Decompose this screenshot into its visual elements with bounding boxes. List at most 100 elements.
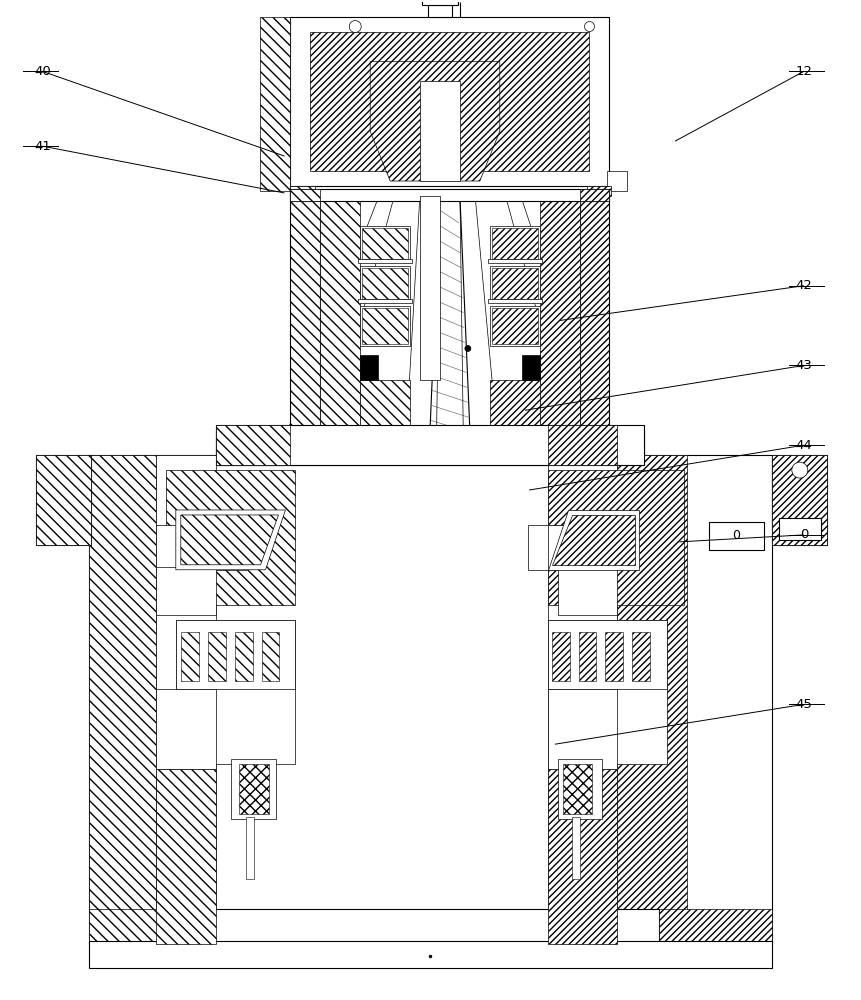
Polygon shape [176,620,295,689]
Polygon shape [548,620,667,689]
Bar [548,525,617,570]
Polygon shape [370,61,499,181]
Polygon shape [579,189,610,201]
Bar [572,817,579,879]
Bar [558,567,617,615]
Bar [772,455,827,545]
Polygon shape [552,515,635,565]
Bar [89,941,772,968]
Polygon shape [290,189,320,201]
Text: 0: 0 [732,529,740,542]
Bar [779,518,821,540]
Polygon shape [492,308,537,344]
Bar [422,0,458,5]
Polygon shape [562,764,592,814]
Bar [36,455,91,545]
Bar [156,525,245,570]
Polygon shape [156,769,216,944]
Text: 40: 40 [34,65,51,78]
Polygon shape [290,191,320,430]
Polygon shape [548,689,617,769]
Bar [488,299,542,303]
Bar [259,17,290,191]
Polygon shape [166,470,295,605]
Text: 41: 41 [34,140,51,153]
Polygon shape [579,191,610,430]
Polygon shape [420,81,460,181]
Bar [548,620,667,764]
Bar [231,759,276,819]
Polygon shape [362,268,408,299]
Polygon shape [290,186,315,196]
Polygon shape [360,380,410,428]
Text: 0: 0 [800,528,808,541]
Polygon shape [548,510,640,570]
Text: 42: 42 [796,279,812,292]
Polygon shape [492,268,537,299]
Bar [235,632,252,681]
Bar [490,226,540,261]
Bar [216,425,644,465]
Bar [245,817,254,879]
Bar [490,266,540,301]
Bar [490,306,540,346]
Bar [428,5,452,17]
Text: 44: 44 [796,439,812,452]
Polygon shape [156,455,216,944]
Polygon shape [490,380,540,428]
Polygon shape [492,228,537,259]
Bar [360,266,410,301]
Bar [262,632,280,681]
Bar [358,299,412,303]
Bar [181,632,199,681]
Circle shape [465,346,471,351]
Bar [632,632,650,681]
Circle shape [792,462,808,478]
Bar [605,632,623,681]
Polygon shape [320,191,360,430]
Bar [156,567,216,615]
Bar [290,189,610,201]
Bar [360,226,410,261]
Bar [552,632,569,681]
Polygon shape [548,455,617,944]
Bar [579,632,597,681]
Bar [488,259,542,263]
Bar [360,306,410,346]
Polygon shape [660,909,772,944]
Polygon shape [617,455,687,944]
Polygon shape [362,308,408,344]
Polygon shape [238,764,269,814]
Polygon shape [548,470,684,605]
Bar [290,17,610,191]
Bar [607,171,628,191]
Bar [201,909,660,944]
Polygon shape [548,769,617,944]
Polygon shape [587,186,611,196]
Polygon shape [176,510,286,570]
Polygon shape [156,689,216,769]
Polygon shape [310,32,590,171]
Polygon shape [89,909,201,944]
Text: 43: 43 [796,359,812,372]
Polygon shape [362,228,408,259]
Text: 12: 12 [796,65,812,78]
Bar [89,455,772,944]
Bar [709,522,764,550]
Bar [216,430,644,465]
Bar [522,355,540,380]
Polygon shape [540,191,579,430]
Polygon shape [181,515,278,565]
Bar [208,632,226,681]
Bar [290,186,610,196]
Circle shape [585,22,594,32]
Polygon shape [548,425,617,465]
Circle shape [350,21,362,33]
Bar [420,196,440,380]
Polygon shape [216,425,290,465]
Text: 45: 45 [796,698,812,711]
Bar [176,620,295,764]
Bar [528,525,617,570]
Polygon shape [89,455,156,944]
Bar [358,259,412,263]
